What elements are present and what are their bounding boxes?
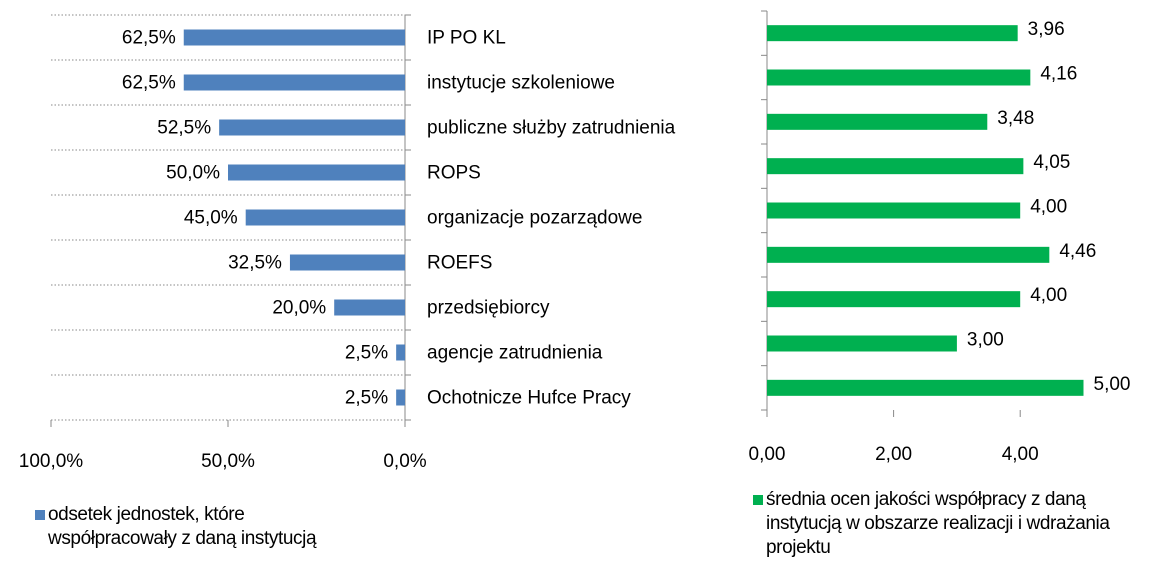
legend-swatch <box>753 495 763 505</box>
x-tick-label: 50,0% <box>201 451 255 472</box>
bar <box>767 291 1021 308</box>
x-tick-label: 2,00 <box>875 444 912 465</box>
bar <box>334 299 405 316</box>
bar <box>767 246 1050 263</box>
bar <box>767 379 1084 396</box>
category-label: Ochotnicze Hufce Pracy <box>427 388 631 409</box>
value-label: 32,5% <box>228 253 282 274</box>
bar <box>767 113 988 130</box>
value-label: 3,48 <box>997 108 1034 129</box>
value-label: 4,05 <box>1033 152 1070 173</box>
category-label: publiczne służby zatrudnienia <box>427 118 676 139</box>
x-tick-label: 0,0% <box>383 451 426 472</box>
value-label: 3,96 <box>1028 19 1065 40</box>
value-label: 4,16 <box>1040 64 1077 85</box>
bar <box>767 202 1021 219</box>
bar <box>767 335 957 352</box>
value-label: 62,5% <box>122 28 176 49</box>
bar <box>396 389 405 406</box>
category-label: agencje zatrudnienia <box>427 343 603 364</box>
bar <box>183 29 405 46</box>
bar <box>183 74 405 91</box>
value-label: 4,00 <box>1030 197 1067 218</box>
bar <box>228 164 405 181</box>
value-label: 52,5% <box>157 118 211 139</box>
value-label: 2,5% <box>345 343 388 364</box>
x-tick-label: 4,00 <box>1002 444 1039 465</box>
legend: odsetek jednostek, które współpracowały … <box>35 503 348 551</box>
category-label: ROPS <box>427 163 481 184</box>
category-label: ROEFS <box>427 253 492 274</box>
value-label: 4,46 <box>1059 241 1096 262</box>
bar <box>396 344 405 361</box>
value-label: 50,0% <box>166 163 220 184</box>
value-label: 5,00 <box>1094 374 1131 395</box>
legend: średnia ocen jakości współpracy z daną i… <box>753 488 1150 560</box>
value-label: 20,0% <box>272 298 326 319</box>
category-label: IP PO KL <box>427 28 506 49</box>
category-label: przedsiębiorcy <box>427 298 550 319</box>
bar <box>767 25 1018 42</box>
legend-label: średnia ocen jakości współpracy z daną i… <box>766 489 1110 558</box>
bar <box>767 158 1024 175</box>
legend-swatch <box>35 510 45 520</box>
bar <box>767 69 1031 86</box>
bar <box>289 254 405 271</box>
category-label: instytucje szkoleniowe <box>427 73 615 94</box>
value-label: 45,0% <box>184 208 238 229</box>
value-label: 2,5% <box>345 388 388 409</box>
value-label: 4,00 <box>1030 285 1067 306</box>
bar <box>245 209 405 226</box>
x-tick-label: 100,0% <box>19 451 84 472</box>
legend-label: odsetek jednostek, które współpracowały … <box>48 504 317 549</box>
bar <box>219 119 405 136</box>
value-label: 3,00 <box>967 330 1004 351</box>
x-tick-label: 0,00 <box>749 444 786 465</box>
category-label: organizacje pozarządowe <box>427 208 642 229</box>
value-label: 62,5% <box>122 73 176 94</box>
